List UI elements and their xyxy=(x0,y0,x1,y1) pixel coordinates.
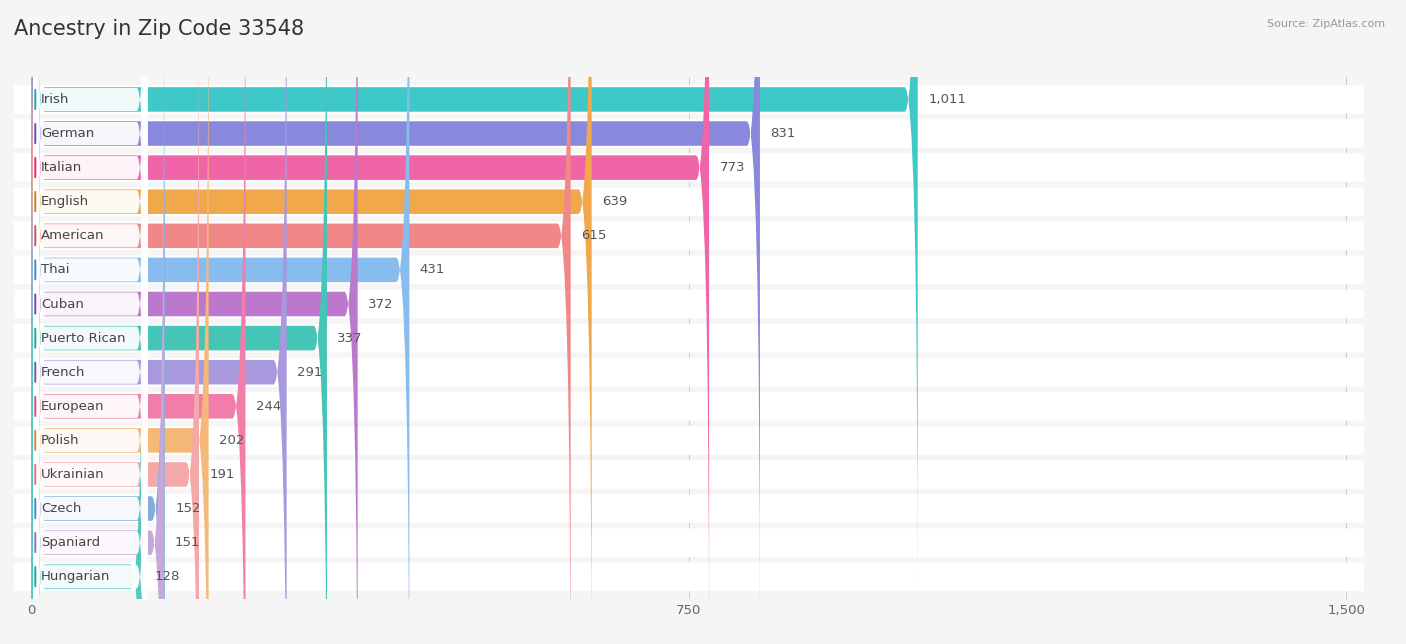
Text: German: German xyxy=(41,127,94,140)
FancyBboxPatch shape xyxy=(34,0,148,644)
FancyBboxPatch shape xyxy=(34,0,148,565)
FancyBboxPatch shape xyxy=(14,256,1364,284)
Text: Irish: Irish xyxy=(41,93,69,106)
FancyBboxPatch shape xyxy=(31,78,143,644)
FancyBboxPatch shape xyxy=(14,460,1364,489)
FancyBboxPatch shape xyxy=(14,358,1364,386)
Text: Source: ZipAtlas.com: Source: ZipAtlas.com xyxy=(1267,19,1385,30)
FancyBboxPatch shape xyxy=(34,0,148,531)
FancyBboxPatch shape xyxy=(14,222,1364,250)
Text: 191: 191 xyxy=(209,468,235,481)
FancyBboxPatch shape xyxy=(31,10,165,644)
Text: 244: 244 xyxy=(256,400,281,413)
FancyBboxPatch shape xyxy=(31,0,287,644)
FancyBboxPatch shape xyxy=(14,562,1364,591)
Text: Puerto Rican: Puerto Rican xyxy=(41,332,125,345)
FancyBboxPatch shape xyxy=(14,153,1364,182)
Text: 202: 202 xyxy=(219,434,245,447)
Text: 773: 773 xyxy=(720,161,745,174)
FancyBboxPatch shape xyxy=(31,0,709,644)
FancyBboxPatch shape xyxy=(34,111,148,644)
FancyBboxPatch shape xyxy=(34,0,148,644)
FancyBboxPatch shape xyxy=(34,145,148,644)
Text: 372: 372 xyxy=(368,298,394,310)
Text: 152: 152 xyxy=(176,502,201,515)
FancyBboxPatch shape xyxy=(14,290,1364,318)
Text: Italian: Italian xyxy=(41,161,82,174)
FancyBboxPatch shape xyxy=(31,0,328,644)
FancyBboxPatch shape xyxy=(34,77,148,644)
Text: 831: 831 xyxy=(770,127,796,140)
FancyBboxPatch shape xyxy=(31,0,592,644)
Text: French: French xyxy=(41,366,86,379)
FancyBboxPatch shape xyxy=(34,0,148,633)
Text: 639: 639 xyxy=(602,195,627,208)
FancyBboxPatch shape xyxy=(31,44,165,644)
FancyBboxPatch shape xyxy=(31,0,357,644)
Text: 431: 431 xyxy=(420,263,446,276)
FancyBboxPatch shape xyxy=(31,0,409,644)
Text: 128: 128 xyxy=(155,570,180,583)
FancyBboxPatch shape xyxy=(34,0,148,644)
FancyBboxPatch shape xyxy=(34,0,148,497)
Text: Ukrainian: Ukrainian xyxy=(41,468,104,481)
FancyBboxPatch shape xyxy=(31,0,918,598)
FancyBboxPatch shape xyxy=(14,426,1364,455)
Text: American: American xyxy=(41,229,104,242)
FancyBboxPatch shape xyxy=(14,85,1364,114)
FancyBboxPatch shape xyxy=(31,0,200,644)
FancyBboxPatch shape xyxy=(34,9,148,644)
Text: 1,011: 1,011 xyxy=(928,93,966,106)
Text: Czech: Czech xyxy=(41,502,82,515)
Text: Polish: Polish xyxy=(41,434,79,447)
FancyBboxPatch shape xyxy=(14,494,1364,523)
Text: Cuban: Cuban xyxy=(41,298,84,310)
FancyBboxPatch shape xyxy=(14,119,1364,148)
Text: European: European xyxy=(41,400,104,413)
Text: 291: 291 xyxy=(297,366,322,379)
FancyBboxPatch shape xyxy=(14,324,1364,352)
Text: Hungarian: Hungarian xyxy=(41,570,110,583)
FancyBboxPatch shape xyxy=(31,0,571,644)
Text: 615: 615 xyxy=(581,229,606,242)
Text: English: English xyxy=(41,195,89,208)
FancyBboxPatch shape xyxy=(14,392,1364,421)
Text: Ancestry in Zip Code 33548: Ancestry in Zip Code 33548 xyxy=(14,19,304,39)
Text: 337: 337 xyxy=(337,332,363,345)
FancyBboxPatch shape xyxy=(34,0,148,644)
Text: Thai: Thai xyxy=(41,263,69,276)
FancyBboxPatch shape xyxy=(34,0,148,600)
FancyBboxPatch shape xyxy=(14,528,1364,557)
FancyBboxPatch shape xyxy=(34,43,148,644)
Text: 151: 151 xyxy=(174,536,200,549)
FancyBboxPatch shape xyxy=(14,187,1364,216)
FancyBboxPatch shape xyxy=(31,0,759,632)
FancyBboxPatch shape xyxy=(34,179,148,644)
FancyBboxPatch shape xyxy=(31,0,208,644)
FancyBboxPatch shape xyxy=(31,0,246,644)
Text: Spaniard: Spaniard xyxy=(41,536,100,549)
